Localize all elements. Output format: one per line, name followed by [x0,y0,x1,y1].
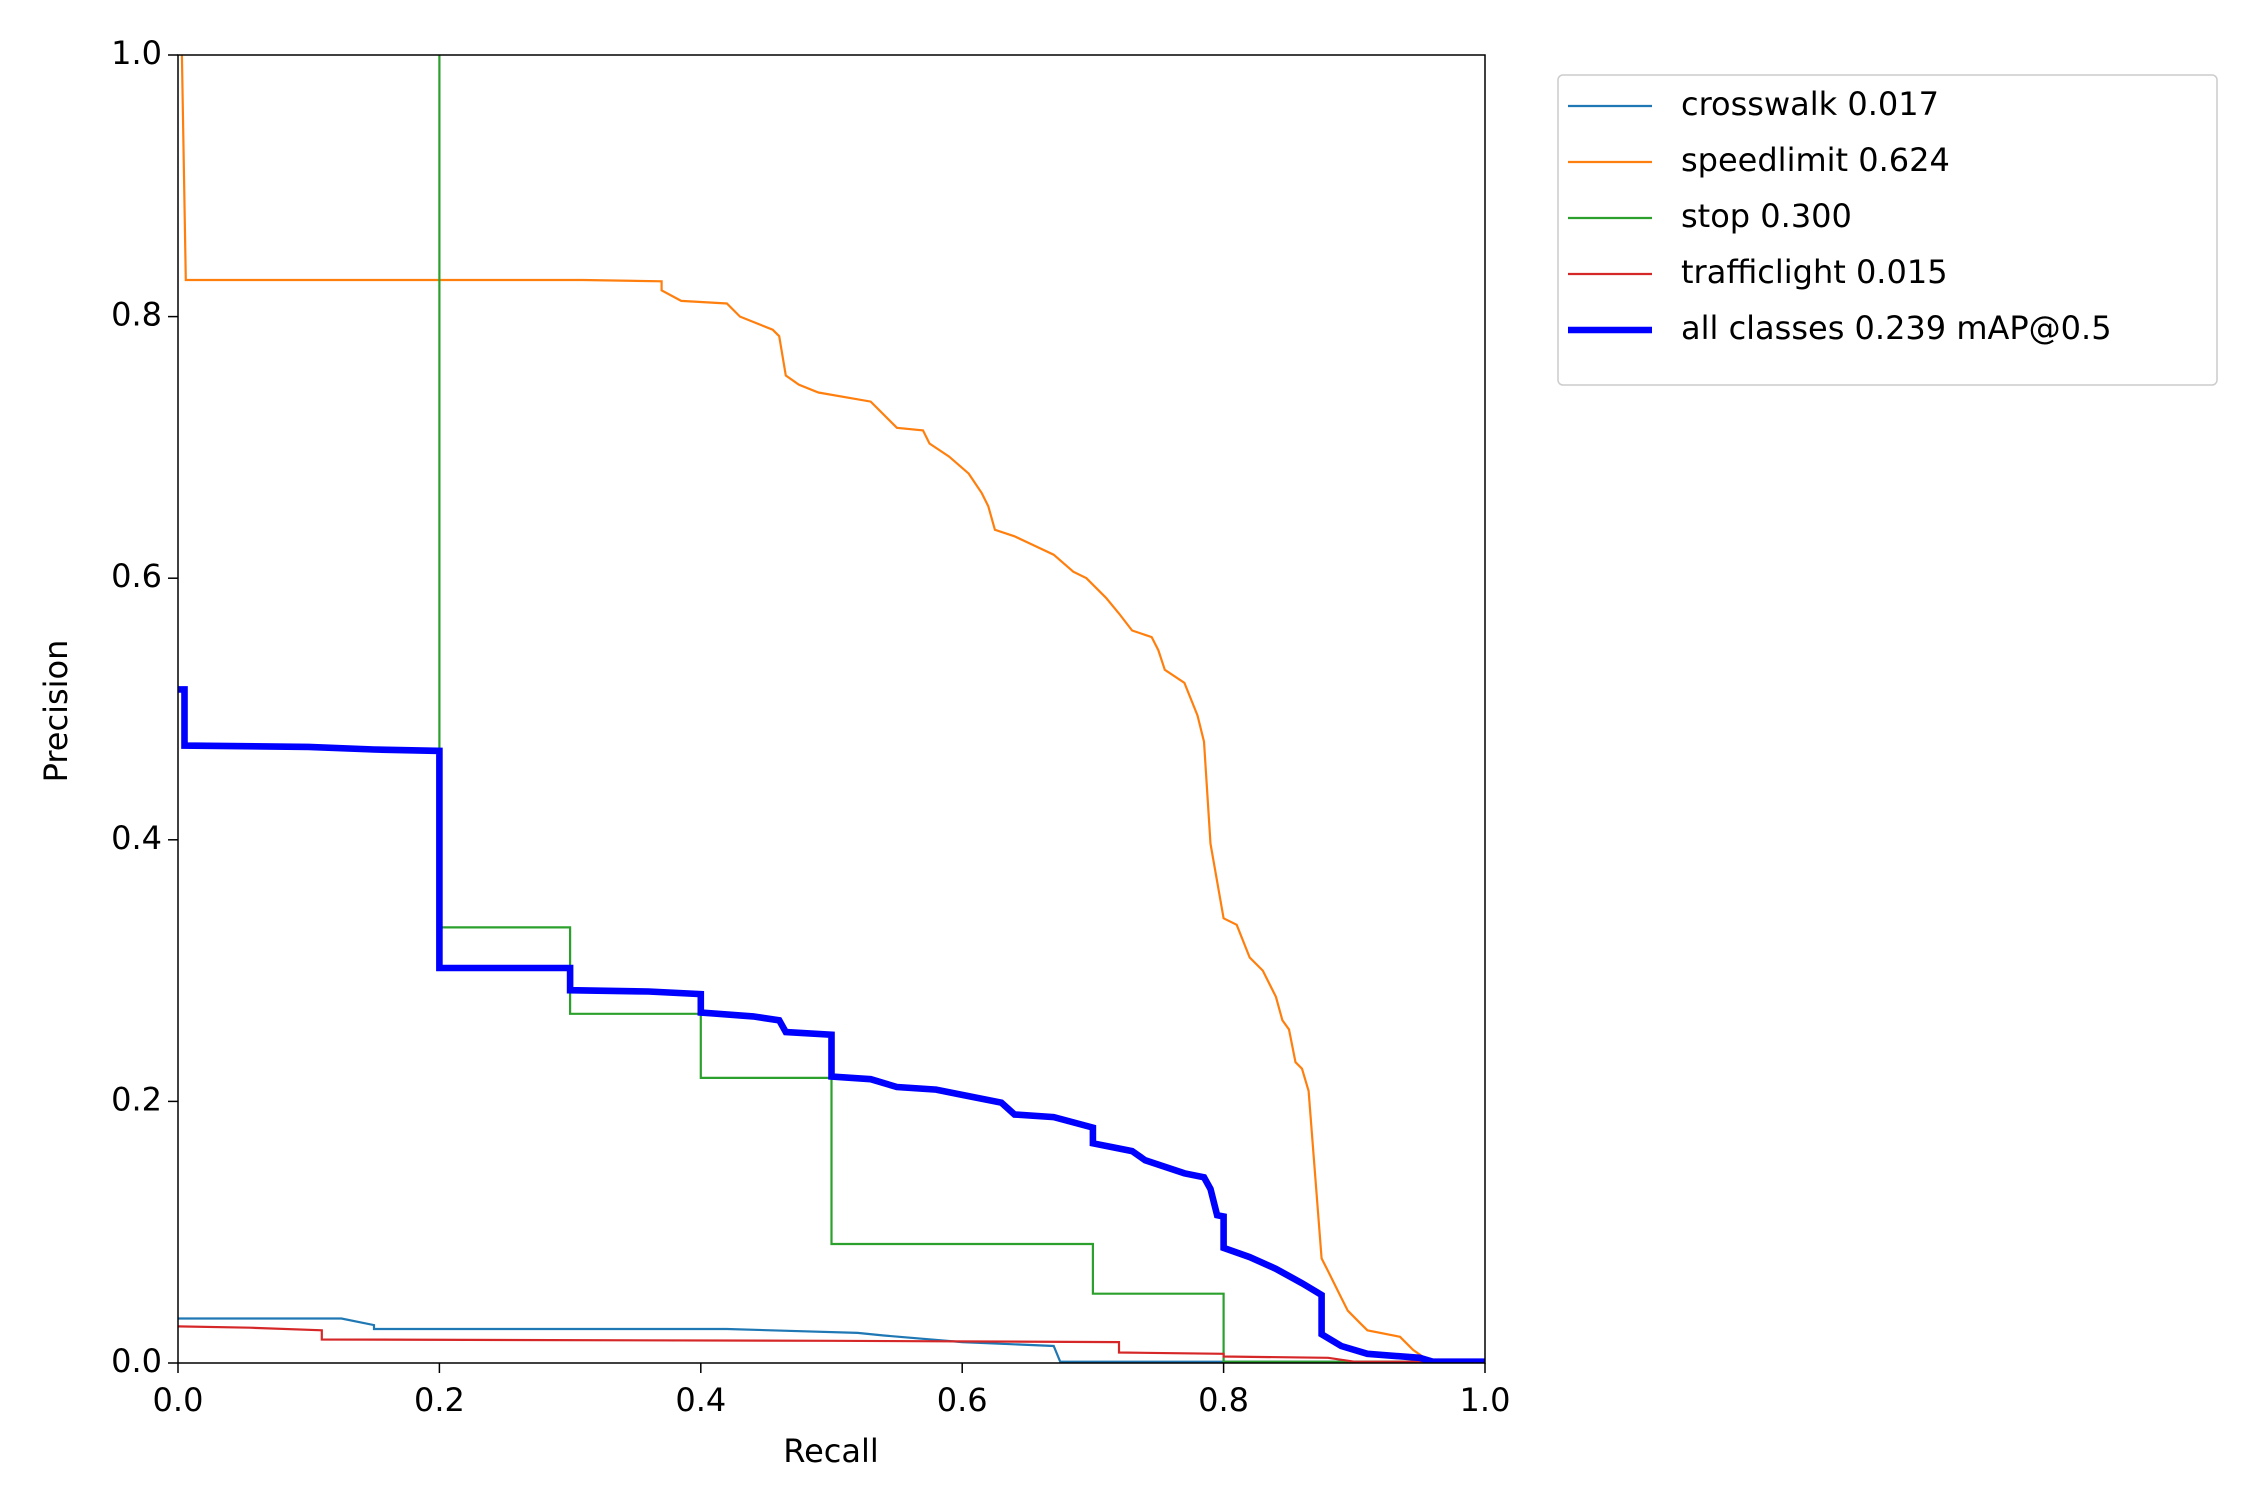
x-tick-label: 1.0 [1460,1381,1511,1419]
plot-frame [177,54,1486,1364]
x-tick-label: 0.4 [675,1381,726,1419]
legend-label: stop 0.300 [1681,197,1852,235]
x-tick-label: 0.2 [414,1381,465,1419]
pr-curve [178,1325,1485,1363]
y-tick-label: 0.0 [111,1342,162,1380]
legend-label: crosswalk 0.017 [1681,85,1939,123]
pr-curve [178,686,1485,1363]
x-tick-label: 0.6 [937,1381,988,1419]
y-tick-label: 0.6 [111,557,162,595]
x-axis-label: Recall [783,1432,878,1470]
pr-curve [180,55,1485,1363]
legend-label: trafficlight 0.015 [1681,253,1948,291]
pr-curve [178,1317,1485,1363]
pr-curve [438,55,1485,1363]
x-tick-label: 0.0 [153,1381,204,1419]
y-tick-label: 0.4 [111,819,162,857]
y-tick-label: 0.8 [111,296,162,334]
y-tick-label: 1.0 [111,34,162,72]
y-axis-label: Precision [37,640,75,783]
legend-box [1557,74,2218,386]
legend-label: speedlimit 0.624 [1681,141,1950,179]
x-tick-label: 0.8 [1198,1381,1249,1419]
legend-label: all classes 0.239 mAP@0.5 [1681,309,2112,347]
y-tick-label: 0.2 [111,1080,162,1118]
